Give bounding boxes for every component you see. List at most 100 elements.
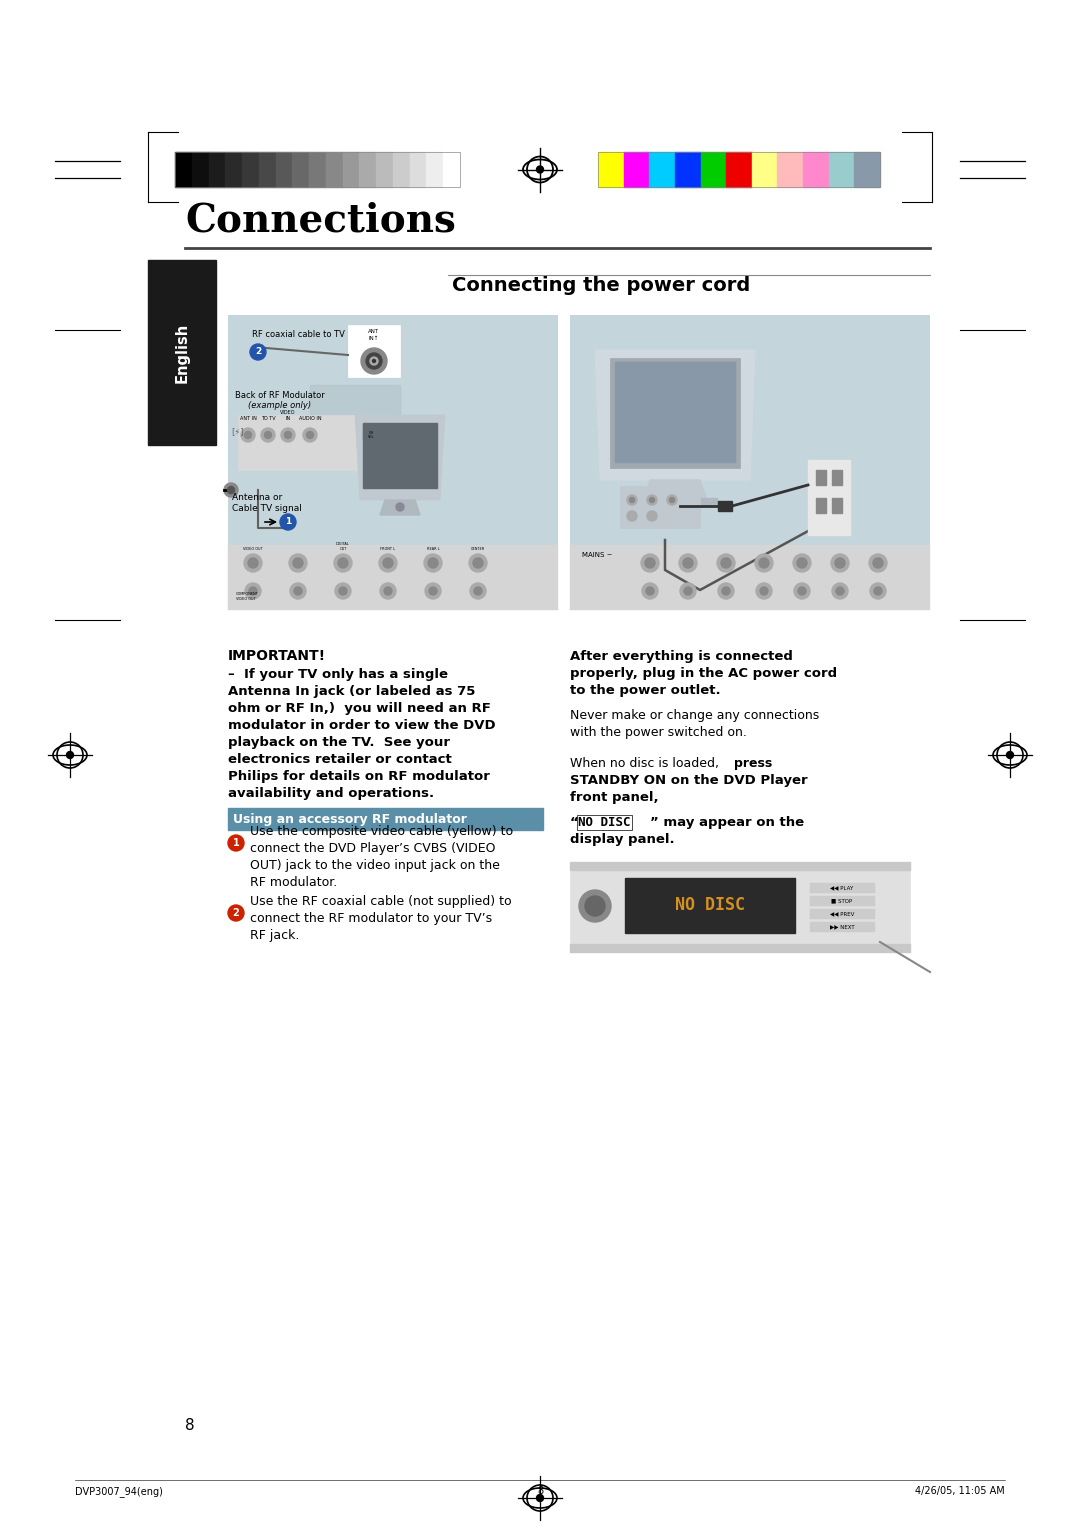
Bar (376, 151, 393, 186)
Bar (804, 151, 828, 186)
Bar (409, 151, 427, 186)
Polygon shape (380, 500, 420, 515)
Text: ANT IN: ANT IN (240, 416, 256, 422)
Text: connect the DVD Player’s CVBS (VIDEO: connect the DVD Player’s CVBS (VIDEO (249, 842, 496, 856)
Bar (778, 151, 804, 186)
Bar (348, 325, 400, 377)
Bar (570, 315, 930, 610)
Circle shape (649, 498, 654, 503)
Text: connect the RF modulator to your TV’s: connect the RF modulator to your TV’s (249, 912, 492, 924)
Circle shape (289, 555, 307, 571)
Text: Use the RF coaxial cable (not supplied) to: Use the RF coaxial cable (not supplied) … (249, 895, 512, 908)
Circle shape (647, 510, 657, 521)
Text: electronics retailer or contact: electronics retailer or contact (228, 753, 451, 766)
Text: ▶▶ NEXT: ▶▶ NEXT (829, 924, 854, 929)
Bar (393, 151, 409, 186)
Bar (810, 921, 875, 932)
Circle shape (869, 555, 887, 571)
Bar (275, 151, 293, 186)
Circle shape (832, 584, 848, 599)
Circle shape (228, 486, 234, 494)
Text: Use the composite video cable (yellow) to: Use the composite video cable (yellow) t… (249, 825, 513, 837)
Text: IMPORTANT!: IMPORTANT! (228, 649, 326, 663)
Text: 1: 1 (232, 837, 240, 848)
Circle shape (646, 587, 654, 594)
Circle shape (760, 587, 768, 594)
Circle shape (642, 584, 658, 599)
Bar (623, 151, 649, 186)
Text: OUT) jack to the video input jack on the: OUT) jack to the video input jack on the (249, 859, 500, 872)
Circle shape (723, 587, 730, 594)
Text: –  If your TV only has a single: – If your TV only has a single (228, 668, 448, 681)
Circle shape (244, 555, 262, 571)
Text: VIDEO
IN: VIDEO IN (280, 410, 296, 422)
Circle shape (384, 587, 392, 594)
Bar (701, 151, 726, 186)
Circle shape (756, 584, 772, 599)
Circle shape (874, 587, 882, 594)
Polygon shape (355, 416, 445, 500)
Circle shape (249, 344, 266, 361)
Bar (828, 151, 854, 186)
Bar (226, 151, 242, 186)
Circle shape (307, 431, 313, 439)
Text: Never make or change any connections: Never make or change any connections (570, 709, 820, 723)
Bar (752, 151, 778, 186)
Text: REAR L: REAR L (427, 547, 440, 552)
Circle shape (645, 558, 654, 568)
Text: RF modulator.: RF modulator. (249, 876, 337, 889)
Bar (570, 545, 930, 610)
Text: CENTER: CENTER (471, 547, 485, 552)
Bar (342, 151, 360, 186)
Polygon shape (595, 350, 755, 480)
Bar (816, 498, 826, 513)
Bar (242, 151, 259, 186)
Text: ohm or RF In,)  you will need an RF: ohm or RF In,) you will need an RF (228, 701, 491, 715)
Bar (363, 423, 437, 487)
Circle shape (794, 584, 810, 599)
Circle shape (370, 358, 378, 365)
Circle shape (293, 558, 303, 568)
Bar (633, 498, 717, 506)
Circle shape (680, 584, 696, 599)
Text: STANDBY ON on the DVD Player: STANDBY ON on the DVD Player (570, 775, 808, 787)
Circle shape (798, 587, 806, 594)
Text: When no disc is loaded,: When no disc is loaded, (570, 756, 723, 770)
Circle shape (836, 587, 843, 594)
Circle shape (721, 558, 731, 568)
Circle shape (291, 584, 306, 599)
Circle shape (280, 513, 296, 530)
Circle shape (241, 428, 255, 442)
Circle shape (228, 905, 244, 921)
Circle shape (339, 587, 347, 594)
Circle shape (797, 558, 807, 568)
Circle shape (245, 584, 261, 599)
Text: 4/26/05, 11:05 AM: 4/26/05, 11:05 AM (915, 1487, 1005, 1496)
Circle shape (718, 584, 734, 599)
Bar (810, 895, 875, 906)
Bar (649, 151, 675, 186)
Circle shape (474, 587, 482, 594)
Bar (808, 460, 850, 535)
Text: IN↑: IN↑ (368, 336, 379, 341)
Text: Using an accessory RF modulator: Using an accessory RF modulator (233, 813, 467, 825)
Bar (625, 879, 795, 934)
Text: FRONT L: FRONT L (380, 547, 395, 552)
Circle shape (228, 834, 244, 851)
Circle shape (647, 495, 657, 504)
Text: Philips for details on RF modulator: Philips for details on RF modulator (228, 770, 490, 782)
Text: ◀◀ PLAY: ◀◀ PLAY (831, 886, 853, 891)
Bar (832, 471, 842, 484)
Bar (228, 315, 558, 610)
Bar (810, 883, 875, 892)
Circle shape (383, 558, 393, 568)
Circle shape (373, 359, 376, 362)
Bar (427, 151, 443, 186)
Circle shape (835, 558, 845, 568)
Circle shape (379, 555, 397, 571)
Bar (718, 501, 732, 510)
Circle shape (396, 503, 404, 510)
Text: RF jack.: RF jack. (249, 929, 299, 941)
Circle shape (334, 555, 352, 571)
Text: After everything is connected: After everything is connected (570, 649, 793, 663)
